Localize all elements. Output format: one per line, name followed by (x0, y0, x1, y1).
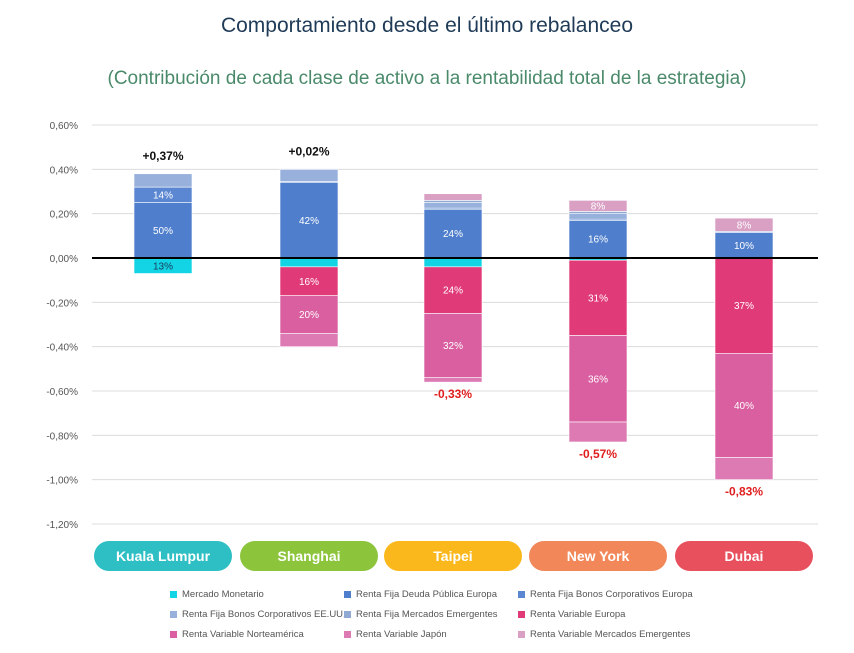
bar-segment-label: 10% (734, 241, 754, 252)
bar-segment (568, 335, 628, 423)
legend-swatch (344, 591, 351, 598)
legend-label: Renta Fija Deuda Pública Europa (356, 589, 498, 600)
legend-label: Renta Variable Mercados Emergentes (530, 629, 691, 640)
category-label: Shanghai (240, 541, 378, 571)
category-label: Dubai (675, 541, 813, 571)
bar-segment-label: 8% (591, 201, 606, 212)
legend-item: Renta Fija Deuda Pública Europa (344, 589, 497, 600)
y-tick-label: -0,80% (46, 431, 78, 442)
legend-swatch (518, 591, 525, 598)
chart-legend: Mercado Monetario Renta Fija Deuda Públic… (0, 589, 854, 649)
legend-swatch (170, 631, 177, 638)
bar-segment-label: 40% (734, 401, 754, 412)
total-label: +0,37% (142, 149, 183, 163)
category-label: Kuala Lumpur (94, 541, 232, 571)
legend-swatch (170, 611, 177, 618)
y-tick-label: 0,60% (50, 121, 78, 132)
legend-item: Renta Fija Bonos Corporativos EE.UU. (170, 609, 346, 620)
total-label: -0,57% (579, 447, 617, 461)
legend-item: Renta Variable Europa (518, 609, 625, 620)
bar-segment (423, 202, 483, 209)
y-tick-label: -1,20% (46, 520, 78, 531)
category-label: New York (529, 541, 667, 571)
bar-segment-label: 37% (734, 301, 754, 312)
bar-segment (279, 295, 339, 334)
chart-subtitle: (Contribución de cada clase de activo a … (107, 68, 747, 89)
bar-segment-label: 24% (443, 286, 463, 297)
bar-segment (568, 259, 628, 336)
bar-segment (423, 200, 483, 203)
bar-segment-label: 14% (153, 190, 173, 201)
total-label: -0,33% (434, 387, 472, 401)
legend-label: Renta Variable Europa (530, 609, 626, 620)
bar-segment (714, 232, 774, 259)
bar-segment (568, 200, 628, 212)
bar-segment-label: 8% (737, 220, 752, 231)
y-tick-label: 0,40% (50, 165, 78, 176)
bar-segment (423, 377, 483, 383)
legend-item: Renta Variable Mercados Emergentes (518, 629, 690, 640)
bar-segment-label: 16% (299, 277, 319, 288)
bar-segment (423, 266, 483, 314)
legend-label: Renta Fija Mercados Emergentes (356, 609, 498, 620)
y-tick-label: -0,40% (46, 343, 78, 354)
category-label: Taipei (384, 541, 522, 571)
bar-segment (279, 333, 339, 347)
legend-swatch (344, 631, 351, 638)
total-label: +0,02% (288, 144, 329, 158)
bar-segment-label: 32% (443, 341, 463, 352)
bar-segment-label: 42% (299, 216, 319, 227)
stacked-bar-chart: 0,60% 0,40% 0,20% 0,00% -0,20% -0,40% -0,60% -0… (46, 121, 818, 531)
bar-segment (279, 169, 339, 182)
legend-item: Renta Variable Japón (344, 629, 447, 640)
bar-segment-label: 16% (588, 235, 608, 246)
bar-segment (714, 457, 774, 480)
bar-segment-label: 13% (153, 261, 173, 272)
bar-segment-label: 24% (443, 229, 463, 240)
chart-title: Comportamiento desde el último rebalance… (220, 14, 634, 37)
bar-segment (568, 220, 628, 259)
bar-segment (423, 208, 483, 259)
bar-segment (133, 202, 193, 259)
bar-segment (714, 217, 774, 232)
legend-swatch (518, 611, 525, 618)
bar-segment (279, 266, 339, 296)
legend-swatch (344, 611, 351, 618)
bar-segment (568, 213, 628, 220)
y-tick-label: -0,60% (46, 387, 78, 398)
legend-item: Renta Fija Mercados Emergentes (344, 609, 498, 620)
bar-segment-label: 50% (153, 226, 173, 237)
legend-label: Mercado Monetario (182, 589, 264, 600)
bar-segment (568, 421, 628, 443)
bar-segment (423, 257, 483, 268)
bar-segment (133, 173, 193, 188)
legend-label: Renta Variable Norteamérica (182, 629, 304, 640)
y-tick-label: 0,00% (50, 254, 78, 265)
bar-segment-label: 36% (588, 374, 608, 385)
bar-segment (423, 313, 483, 378)
legend-label: Renta Fija Bonos Corporativos EE.UU. (182, 609, 346, 620)
legend-item: Renta Variable Norteamérica (170, 629, 304, 640)
legend-swatch (170, 591, 177, 598)
bar-segment (714, 353, 774, 458)
bar-segment (714, 257, 774, 354)
bar-segment (423, 193, 483, 201)
total-label: -0,83% (725, 485, 763, 499)
y-tick-label: -1,00% (46, 476, 78, 487)
bar-segment-label: 20% (299, 310, 319, 321)
legend-item: Mercado Monetario (170, 589, 264, 600)
y-tick-label: -0,20% (46, 298, 78, 309)
bar-segment-label: 31% (588, 293, 608, 304)
y-tick-label: 0,20% (50, 210, 78, 221)
legend-item: Renta Fija Bonos Corporativos Europa (518, 589, 693, 600)
bar-segment (279, 182, 339, 259)
legend-label: Renta Fija Bonos Corporativos Europa (530, 589, 693, 600)
legend-label: Renta Variable Japón (356, 629, 447, 640)
bar-segment (279, 257, 339, 268)
legend-swatch (518, 631, 525, 638)
